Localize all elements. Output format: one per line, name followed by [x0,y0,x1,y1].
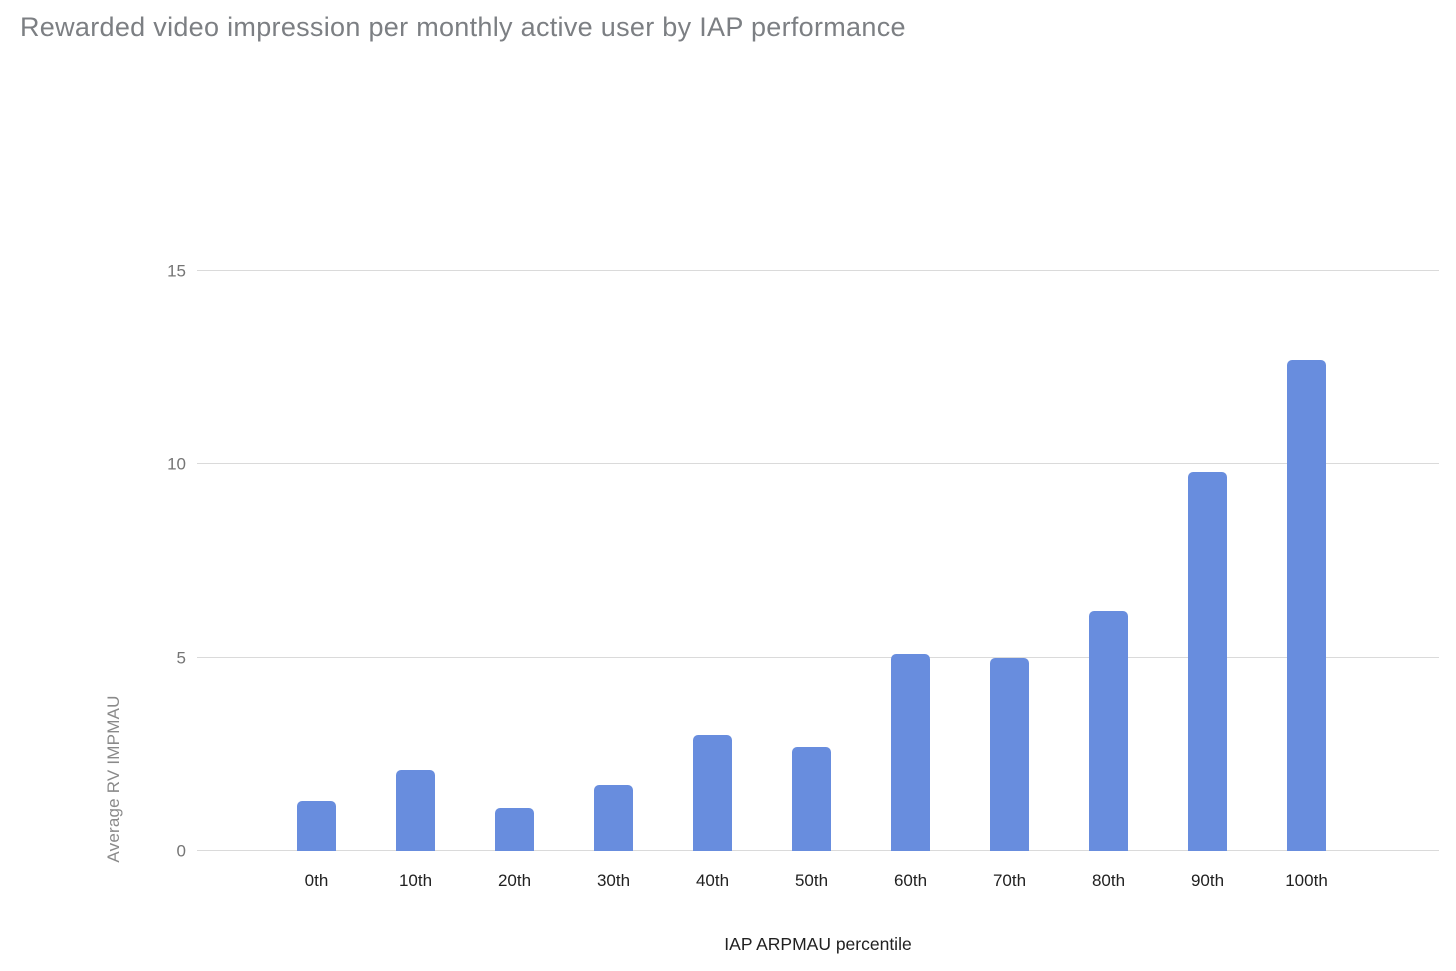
bar-slot: 20th [495,271,534,890]
x-axis-tick-label: 70th [992,871,1027,890]
bar-slot: 80th [1089,271,1128,890]
x-axis-tick-label: 30th [596,871,631,890]
x-axis-tick-label: 90th [1190,871,1225,890]
bar [891,653,930,851]
gridline [197,656,1439,658]
bar [594,785,633,851]
x-axis-tick-label: 20th [497,871,532,890]
x-axis-tick-label: 0th [304,871,329,890]
bar-slot: 30th [594,271,633,890]
gridline [197,463,1439,465]
plot-area: 0th 10th 20th 30th 40th 50th 60th 70th 80th 90th 1… [167,263,1439,890]
bar-slot: 0th [297,271,336,890]
bar [495,808,534,851]
bar [1188,472,1227,851]
y-axis-tick-label: 15 [167,261,186,281]
x-axis-tick-label: 80th [1091,871,1126,890]
bar [396,769,435,851]
bar [693,735,732,851]
bar-slot: 60th [891,271,930,890]
bar [990,657,1029,851]
x-axis-tick-label: 10th [398,871,433,890]
x-axis-tick-label: 100th [1285,871,1328,890]
bar-slot: 40th [693,271,732,890]
bars-container: 0th 10th 20th 30th 40th 50th 60th 70th 80th 90th 1… [297,271,1328,890]
bar [297,800,336,851]
gridline [197,270,1439,271]
y-axis-tick-label: 0 [176,841,186,861]
chart-title: Rewarded video impression per monthly ac… [20,12,906,42]
x-axis-tick-label: 50th [794,871,829,890]
bar-slot: 10th [396,271,435,890]
y-axis-tick-label: 10 [167,454,186,474]
x-axis-tick-label: 40th [695,871,730,890]
bar-slot: 70th [990,271,1029,890]
y-axis-title: Average RV IMPMAU [104,695,123,863]
bar [1287,359,1326,851]
bar-slot: 100th [1285,271,1328,890]
x-axis-tick-label: 60th [893,871,928,890]
bar [1089,611,1128,851]
y-axis-tick-label: 5 [176,648,186,668]
bar-slot: 50th [792,271,831,890]
bar-slot: 90th [1188,271,1227,890]
bar [792,746,831,851]
x-axis-title: IAP ARPMAU percentile [724,934,912,954]
